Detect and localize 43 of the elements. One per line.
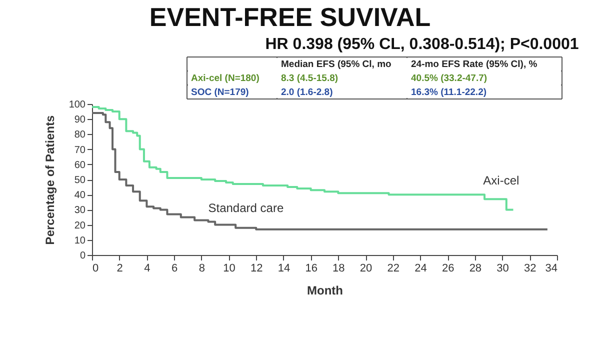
y-tick-label: 0 — [80, 250, 86, 262]
x-tick-label: 24 — [414, 262, 427, 274]
y-tick-label: 100 — [68, 100, 86, 110]
text: 24-mo EFS Rate (95% Cl), % — [411, 59, 538, 70]
series-label: Axi-cel — [483, 174, 520, 188]
x-tick-label: 14 — [278, 262, 290, 274]
x-tick-label: 12 — [250, 262, 263, 274]
series-label: Standard care — [208, 200, 284, 215]
x-tick-label: 6 — [171, 262, 178, 274]
text: Median EFS (95% Cl, mo — [281, 59, 392, 70]
y-tick-label: 40 — [74, 190, 86, 202]
x-tick-label: 16 — [305, 262, 318, 274]
text: 2.0 (1.6-2.8) — [281, 87, 333, 98]
x-tick-label: 2 — [116, 262, 123, 274]
x-tick-label: 4 — [144, 262, 150, 274]
text: 40.5% (33.2-47.7) — [411, 73, 488, 84]
x-tick-label: 0 — [92, 262, 99, 274]
y-tick-label: 70 — [74, 144, 86, 156]
x-tick-label: 30 — [496, 262, 509, 274]
x-tick-label: 26 — [442, 262, 454, 274]
y-tick-label: 90 — [74, 114, 86, 126]
x-tick-label: 18 — [332, 262, 345, 274]
y-tick-label: 20 — [74, 220, 86, 232]
x-tick-label: 10 — [223, 262, 236, 274]
text: Axi-cel (N=180) — [191, 73, 260, 84]
y-tick-label: 80 — [74, 130, 86, 141]
x-tick-label: 34 — [545, 262, 558, 274]
x-tick-label: 32 — [524, 262, 536, 274]
x-tick-label: 20 — [360, 262, 372, 274]
text: 8.3 (4.5-15.8) — [281, 73, 338, 84]
y-tick-label: 50 — [74, 175, 86, 186]
x-tick-label: 8 — [198, 262, 205, 274]
x-axis-title: Month — [307, 284, 343, 298]
x-tick-label: 22 — [387, 262, 400, 274]
x-tick-label: 28 — [469, 262, 482, 274]
text: 16.3% (11.1-22.2) — [411, 87, 487, 98]
y-tick-label: 60 — [74, 160, 86, 171]
chart-title: EVENT-FREE SUVIVAL — [149, 2, 431, 32]
chart-subtitle: HR 0.398 (95% CL, 0.308-0.514); P<0.0001 — [265, 36, 579, 53]
y-tick-label: 10 — [74, 235, 86, 246]
text: SOC (N=179) — [191, 87, 249, 98]
y-tick-label: 30 — [74, 205, 86, 216]
y-axis-title: Percentage of Patients — [42, 114, 57, 245]
